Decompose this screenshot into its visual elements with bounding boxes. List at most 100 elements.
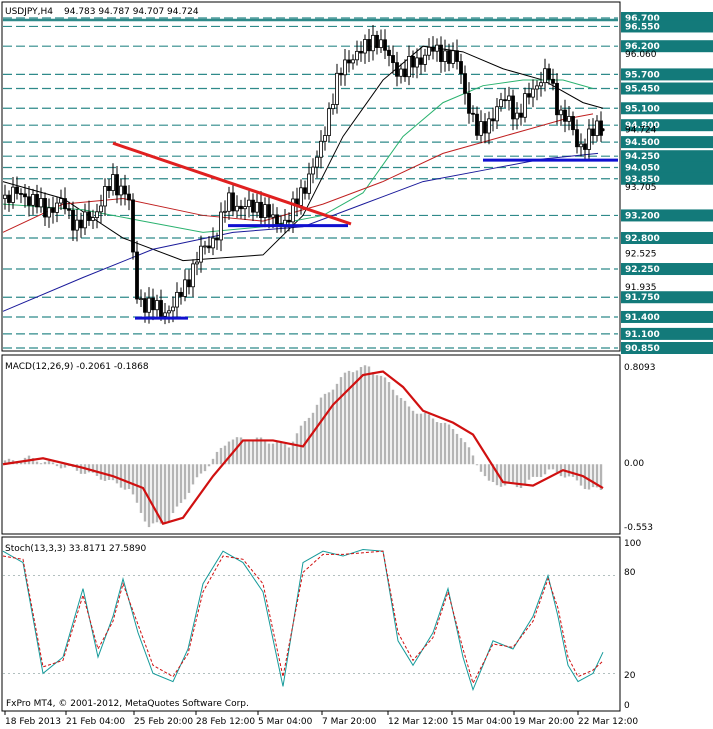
candle-body (155, 300, 159, 311)
stochastic-indicator[interactable] (2, 549, 618, 692)
candle-body (83, 211, 87, 229)
candle-body (535, 85, 539, 90)
candle-body (99, 205, 103, 213)
macd-histogram-bar (475, 464, 479, 466)
macd-histogram-bar (87, 464, 91, 473)
candle-body (451, 50, 455, 64)
candle-body (3, 194, 7, 199)
candle-body (35, 194, 39, 208)
macd-histogram-bar (531, 464, 535, 477)
stoch-panel-frame (1, 536, 621, 712)
level-label-bg (621, 82, 713, 95)
candle-body (403, 68, 407, 78)
candle-body (67, 208, 71, 211)
macd-histogram-bar (171, 464, 175, 514)
candle-body (103, 186, 107, 207)
macd-histogram-bar (155, 464, 159, 523)
macd-histogram-bar (467, 447, 471, 465)
ma-mid-line (2, 79, 594, 233)
candle-body (135, 251, 139, 300)
macd-histogram-bar (359, 367, 363, 465)
macd-histogram-bar (107, 464, 111, 480)
time-label: 28 Feb 12:00 (196, 717, 255, 727)
level-label-bg (621, 310, 713, 323)
macd-histogram-bar (495, 464, 499, 486)
candle-body (195, 261, 199, 265)
candle-body (371, 34, 375, 52)
macd-histogram-bar (519, 464, 523, 488)
candle-body (227, 192, 231, 212)
trend-drawings[interactable] (112, 141, 618, 320)
candle-body (247, 199, 251, 208)
macd-histogram-bar (151, 464, 155, 524)
candle-body (175, 291, 179, 308)
macd-histogram-bar (55, 464, 59, 467)
stoch-title: Stoch(13,3,3) 33.8171 27.5890 (5, 544, 146, 554)
candle-body (563, 109, 567, 122)
price-level-label: 91.750 (625, 293, 660, 303)
candle-body (231, 192, 235, 212)
macd-histogram-bar (295, 433, 299, 465)
macd-histogram-bar (523, 464, 527, 485)
candle-body (211, 237, 215, 249)
candle-body (567, 116, 571, 122)
macd-histogram-bar (175, 464, 179, 507)
macd-histogram-bar (567, 464, 571, 477)
level-label-bg (621, 327, 713, 340)
macd-histogram-bar (371, 372, 375, 465)
macd-histogram-bar (123, 464, 127, 490)
candle-body (95, 211, 99, 218)
macd-histogram-bar (327, 392, 331, 465)
candle-body (559, 109, 563, 116)
candle-body (167, 310, 171, 314)
candle-body (271, 214, 275, 218)
macd-histogram-bar (407, 406, 411, 465)
macd-histogram-bar (571, 464, 575, 477)
macd-histogram-bar (471, 455, 475, 465)
macd-histogram-bar (367, 366, 371, 465)
macd-histogram-bar (219, 447, 223, 465)
candle-body (455, 50, 459, 62)
time-axis: 18 Feb 2013 21 Feb 04:00 25 Feb 20:00 28 Fe… (4, 711, 638, 727)
level-label-bg (621, 342, 713, 354)
macd-histogram-bar (167, 464, 171, 522)
copyright-footer: FxPro MT4, © 2001-2012, MetaQuotes Softw… (6, 699, 249, 709)
candle-body (299, 187, 303, 206)
price-tick-label: 93.705 (625, 183, 657, 193)
macd-histogram-bar (259, 437, 263, 465)
candle-body (111, 174, 115, 191)
candle-body (463, 73, 467, 94)
price-level-label: 90.850 (625, 344, 660, 354)
candle-body (547, 68, 551, 80)
candle-body (23, 193, 27, 198)
macd-histogram-bar (311, 412, 315, 465)
main-panel-frame (1, 1, 621, 352)
candle-body (579, 143, 583, 148)
price-candles[interactable] (3, 25, 605, 325)
price-level-label: 96.700 (625, 14, 660, 24)
level-label-bg (621, 119, 713, 132)
candle-body (595, 120, 599, 136)
macd-histogram-bar (215, 451, 219, 465)
macd-histogram-bar (463, 442, 467, 465)
price-level-label: 93.200 (625, 211, 660, 221)
macd-indicator[interactable] (2, 365, 604, 528)
price-level-label: 93.850 (625, 175, 660, 185)
candle-body (87, 211, 91, 221)
macd-histogram-bar (331, 389, 335, 465)
level-label-bg (621, 172, 713, 185)
candle-body (207, 245, 211, 249)
macd-scale-bottom: -0.553 (624, 523, 653, 533)
candle-body (219, 211, 223, 241)
candle-body (375, 34, 379, 48)
time-label: 18 Feb 2013 (5, 717, 61, 727)
price-level-label: 94.050 (625, 163, 660, 173)
candle-body (583, 143, 587, 150)
candle-body (515, 112, 519, 120)
price-level-label: 91.400 (625, 313, 660, 323)
macd-histogram-bar (379, 375, 383, 465)
candle-body (223, 210, 227, 213)
macd-panel-frame (1, 354, 621, 535)
macd-histogram-bar (79, 464, 83, 474)
stoch-scale-0: 0 (624, 701, 630, 711)
